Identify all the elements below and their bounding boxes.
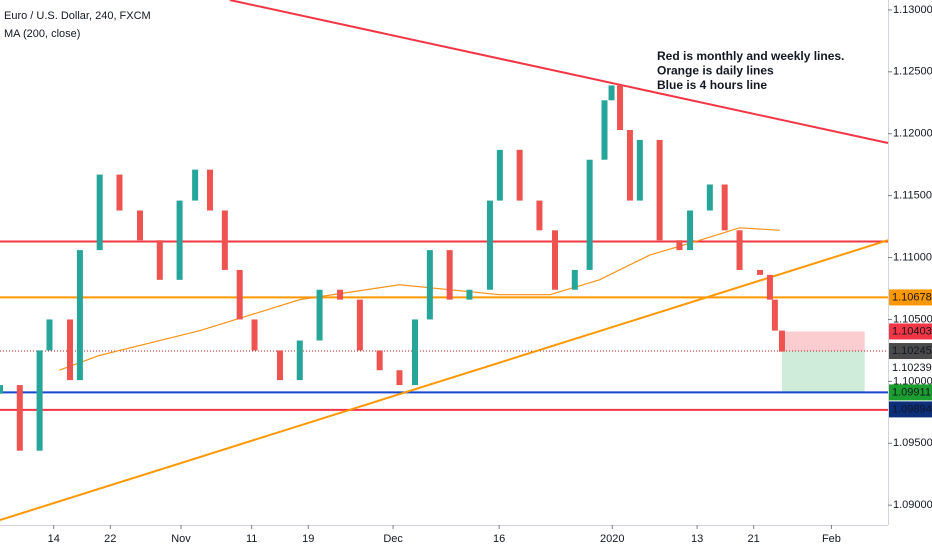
x-tick-label: Nov bbox=[171, 533, 191, 545]
candle-body bbox=[0, 385, 3, 394]
annotation: Blue is 4 hours line bbox=[657, 78, 767, 92]
candle-body bbox=[116, 174, 123, 211]
candle-body bbox=[337, 289, 344, 300]
price-label: 1.10239 bbox=[892, 362, 932, 374]
annotation: Red is monthly and weekly lines. bbox=[657, 49, 844, 63]
candle-body bbox=[426, 250, 433, 320]
y-tick-label: 1.10500 bbox=[893, 313, 932, 325]
candle-body bbox=[96, 174, 103, 251]
candle-body bbox=[626, 130, 633, 201]
candle-body bbox=[601, 100, 608, 160]
price-label-box bbox=[889, 360, 932, 377]
candle-body bbox=[136, 210, 143, 241]
candle-body bbox=[496, 149, 503, 201]
candle-body bbox=[412, 319, 419, 386]
moving-average bbox=[59, 227, 780, 371]
price-label: 1.09911 bbox=[892, 386, 931, 398]
candle-body bbox=[316, 289, 323, 341]
candle-body bbox=[36, 350, 43, 451]
x-tick-label: 13 bbox=[691, 533, 703, 545]
candle-body bbox=[516, 149, 523, 201]
chart-title: Euro / U.S. Dollar, 240, FXCM bbox=[4, 10, 151, 22]
y-tick-label: 1.09000 bbox=[893, 499, 932, 511]
y-tick-label: 1.13000 bbox=[893, 4, 932, 16]
candle-body bbox=[466, 289, 473, 300]
candle-body bbox=[296, 340, 303, 381]
y-tick-label: 1.10000 bbox=[893, 375, 932, 387]
candle-body bbox=[46, 319, 53, 351]
y-tick-label: 1.11000 bbox=[893, 251, 932, 263]
trendline bbox=[229, 0, 889, 144]
x-tick-label: 14 bbox=[48, 533, 60, 545]
candle-body bbox=[687, 210, 694, 251]
x-tick-label: 16 bbox=[493, 533, 505, 545]
annotation: Orange is daily lines bbox=[657, 64, 774, 78]
price-label: 1.09894 bbox=[892, 403, 932, 415]
price-label: 1.10245 bbox=[892, 345, 932, 357]
indicator-label: MA (200, close) bbox=[4, 28, 80, 40]
candle-body bbox=[706, 184, 713, 211]
candle-body bbox=[608, 85, 615, 101]
y-tick-label: 1.12500 bbox=[893, 66, 932, 78]
stop-zone bbox=[781, 331, 865, 352]
x-tick-label: 19 bbox=[302, 533, 314, 545]
candle-body bbox=[778, 330, 785, 352]
candle-body bbox=[156, 240, 163, 280]
candle-body bbox=[721, 184, 728, 231]
candle-body bbox=[771, 299, 778, 331]
candle-body bbox=[536, 200, 543, 231]
price-label-box bbox=[889, 343, 932, 360]
y-tick-label: 1.11500 bbox=[893, 190, 932, 202]
candle-body bbox=[676, 240, 683, 251]
candle-body bbox=[736, 230, 743, 270]
candle-body bbox=[617, 85, 624, 131]
price-label: 1.10403 bbox=[892, 325, 932, 337]
candle-body bbox=[66, 319, 73, 381]
x-tick-label: 2020 bbox=[600, 533, 624, 545]
price-label-box bbox=[889, 323, 932, 340]
price-label-box bbox=[889, 289, 932, 306]
candle-body bbox=[656, 139, 663, 241]
x-tick-label: Feb bbox=[822, 533, 841, 545]
candle-body bbox=[192, 169, 199, 201]
candle-body bbox=[766, 274, 773, 300]
candle-body bbox=[446, 250, 453, 300]
trendline bbox=[0, 239, 889, 522]
x-tick-label: 21 bbox=[748, 533, 760, 545]
candle-body bbox=[571, 269, 578, 290]
x-tick-label: 11 bbox=[246, 533, 257, 545]
price-label-box bbox=[889, 384, 932, 401]
candle-body bbox=[16, 385, 23, 451]
x-tick-label: 22 bbox=[104, 533, 116, 545]
candle-body bbox=[276, 350, 283, 381]
candle-body bbox=[586, 159, 593, 270]
y-tick-label: 1.12000 bbox=[893, 128, 932, 140]
candle-body bbox=[251, 319, 258, 351]
candle-body bbox=[636, 139, 643, 201]
candle-body bbox=[376, 350, 383, 371]
candle-body bbox=[206, 169, 213, 211]
y-tick-label: 1.09500 bbox=[893, 437, 932, 449]
candle-body bbox=[236, 269, 243, 320]
candle-body bbox=[486, 200, 493, 290]
candle-body bbox=[221, 210, 228, 270]
candle-body bbox=[552, 230, 558, 290]
candle-body bbox=[396, 370, 403, 386]
candle-body bbox=[76, 250, 83, 381]
price-label-box bbox=[889, 401, 932, 418]
x-tick-label: Dec bbox=[383, 533, 403, 545]
candle-body bbox=[176, 200, 183, 280]
target-zone bbox=[781, 351, 865, 393]
price-label: 1.10678 bbox=[892, 291, 932, 303]
candle-body bbox=[356, 299, 363, 351]
candle-body bbox=[757, 269, 764, 275]
